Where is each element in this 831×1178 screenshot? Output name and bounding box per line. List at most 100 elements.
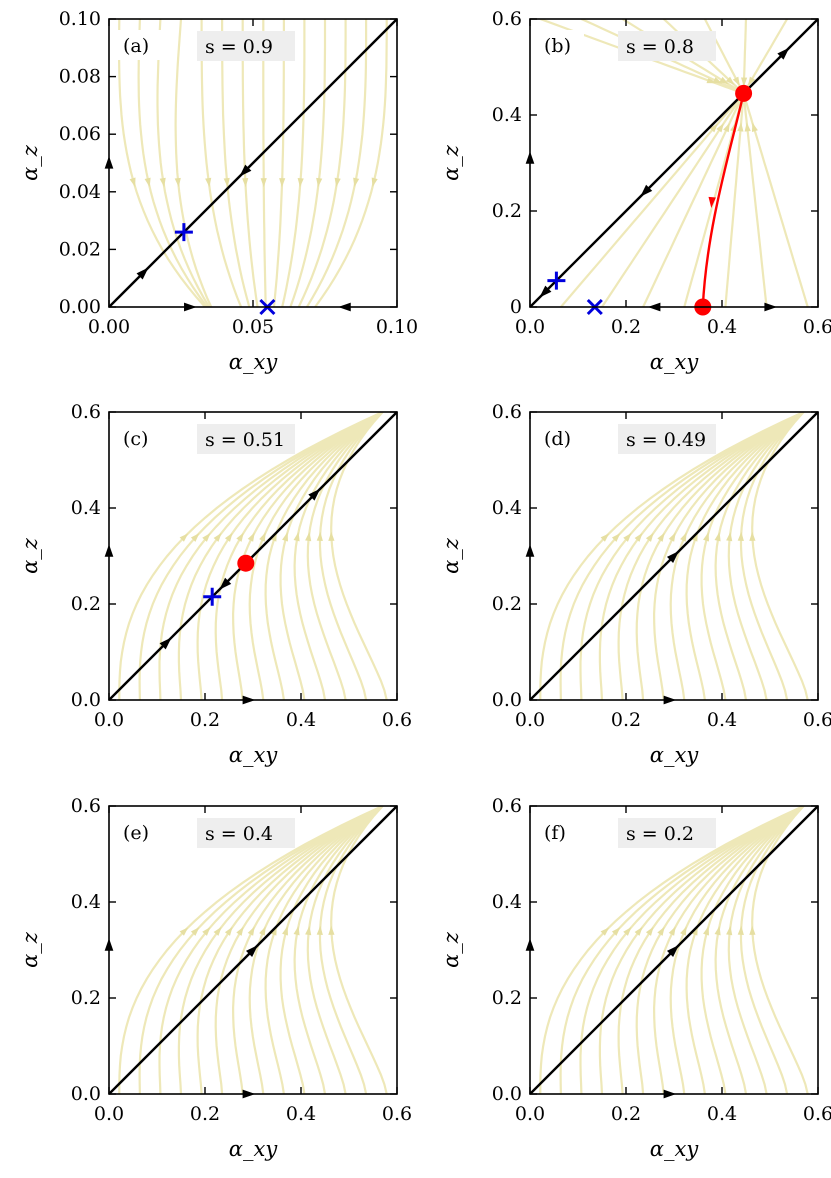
plot-frame	[108, 805, 398, 1095]
x-tick-label: 0.00	[88, 316, 130, 338]
stream-arrow	[334, 177, 341, 188]
x-tick-label: 0.6	[382, 1103, 412, 1125]
streamline	[617, 412, 805, 700]
panel-tag: (e)	[123, 822, 149, 844]
streamline	[118, 806, 384, 1094]
stream-arrow	[703, 532, 709, 542]
x-tick-label: 0.0	[94, 1103, 124, 1125]
stream-arrow	[179, 927, 189, 936]
param-label-bg	[197, 818, 295, 848]
panel-tag-bg	[538, 30, 584, 60]
y-axis-label: α_z	[18, 144, 42, 181]
stream-arrow	[144, 177, 151, 188]
x-tick-label: 0.2	[190, 709, 220, 731]
streamline	[579, 806, 805, 1094]
stream-arrow	[600, 533, 610, 542]
param-label: s = 0.2	[626, 823, 694, 845]
streamline	[248, 806, 384, 1094]
y-tick-label: 0.2	[492, 593, 522, 615]
stream-arrow	[279, 178, 286, 188]
stream-arrow	[634, 532, 643, 542]
streamline	[306, 806, 384, 1094]
stream-arrow	[247, 926, 255, 936]
stream-arrow	[316, 925, 323, 935]
stream-arrow	[242, 178, 249, 188]
y-tick-label: 0	[510, 296, 522, 318]
streamline	[293, 806, 384, 1094]
streamline	[289, 19, 327, 307]
separatrix-arrow	[708, 196, 716, 208]
param-label: s = 0.9	[205, 36, 273, 58]
streamline	[137, 19, 208, 307]
panel-tag-bg	[538, 817, 584, 847]
streamline	[156, 19, 211, 307]
streamline	[727, 412, 805, 700]
panel-c: 0.0 0.2 0.4 0.6 0.0 0.2 0.4 0.6 α_xy α_z (c) s = 0.…	[18, 401, 412, 767]
stream-arrow	[213, 926, 222, 936]
streamline	[598, 806, 805, 1094]
streamline	[714, 412, 805, 700]
y-tick-label: 0.04	[59, 181, 101, 203]
streamline	[318, 412, 384, 700]
streamline	[306, 412, 384, 700]
streamline	[727, 806, 805, 1094]
panel-tag-bg	[538, 423, 584, 453]
y-tick-label: 0.6	[71, 401, 101, 423]
diagonal-line	[108, 411, 398, 701]
stream-arrow	[293, 925, 300, 936]
streamline	[305, 19, 368, 307]
x-tick-label: 0.4	[286, 1103, 316, 1125]
stream-arrow	[623, 927, 632, 936]
streamline	[281, 19, 306, 307]
x-tick-label: 0.4	[707, 1103, 737, 1125]
plot-frame	[529, 18, 819, 308]
streamline	[700, 806, 805, 1094]
streamline	[158, 806, 384, 1094]
stream-arrow	[129, 177, 136, 187]
streamline	[262, 19, 267, 307]
stream-arrow	[719, 76, 729, 85]
stream-arrow	[224, 532, 233, 542]
saddle-plus-marker	[547, 271, 566, 290]
stream-arrow	[353, 177, 360, 188]
streamline	[177, 806, 384, 1094]
stream-arrow	[725, 76, 735, 85]
streamline	[669, 806, 805, 1094]
panel-tag-bg	[117, 817, 163, 847]
panel-d: 0.0 0.2 0.4 0.6 0.0 0.2 0.4 0.6 α_xy α_z (d) s = 0.…	[439, 401, 831, 767]
stream-arrow	[714, 531, 721, 542]
x-tick-label: 0.6	[803, 709, 831, 731]
stream-arrow	[744, 122, 751, 132]
panel-tag: (a)	[123, 35, 149, 57]
panel-e: 0.0 0.2 0.4 0.6 0.0 0.2 0.4 0.6 α_xy α_z (e) s = 0.…	[18, 795, 412, 1161]
y-tick-label: 0.4	[71, 497, 101, 519]
streamline	[221, 19, 251, 307]
stream-arrow	[213, 532, 222, 542]
stream-arrow	[749, 531, 756, 541]
y-axis-label: α_z	[439, 144, 463, 181]
x-tick-label: 0.6	[803, 1103, 831, 1125]
x-axis-label: α_xy	[229, 350, 279, 374]
stream-arrow	[657, 532, 665, 542]
stream-arrow	[159, 177, 166, 188]
stream-arrow	[259, 532, 266, 542]
diagonal-arrow	[640, 184, 653, 197]
stream-arrow	[723, 122, 730, 133]
x-axis-label: α_xy	[650, 1137, 700, 1161]
stream-arrow	[726, 925, 733, 936]
streamline	[652, 806, 805, 1094]
stream-arrow	[259, 926, 266, 936]
y-tick-label: 0.2	[71, 987, 101, 1009]
y-tick-label: 0.0	[71, 689, 101, 711]
stream-arrow	[611, 533, 621, 542]
x-tick-label: 0.4	[707, 316, 737, 338]
streamline	[214, 412, 384, 700]
stable-fixed-point	[237, 554, 255, 572]
streamline	[539, 412, 805, 700]
stream-arrow	[668, 926, 676, 936]
param-label: s = 0.51	[205, 429, 285, 451]
panel-tag: (d)	[544, 428, 571, 450]
streamline	[539, 806, 805, 1094]
x-tick-label: 0.4	[707, 709, 737, 731]
